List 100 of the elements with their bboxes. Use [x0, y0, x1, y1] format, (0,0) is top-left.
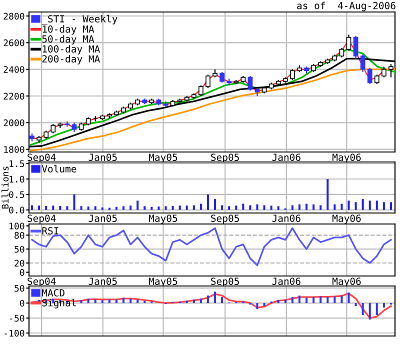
bar — [101, 300, 104, 304]
bar — [186, 300, 188, 304]
bar — [214, 199, 216, 210]
bar — [80, 300, 82, 304]
legend-label: 200-day MA — [42, 55, 100, 64]
bar — [362, 199, 364, 210]
x-tick-label: Jan05 — [88, 214, 117, 222]
legend-label: _STI - Weekly — [42, 14, 118, 25]
bar — [87, 298, 90, 304]
bar — [94, 206, 96, 210]
bar — [200, 204, 202, 210]
y-tick-label: 2000 — [4, 119, 24, 126]
bar — [66, 206, 68, 210]
bar — [263, 205, 266, 210]
y-tick-label: 0.0 — [9, 206, 24, 214]
bar — [150, 206, 153, 210]
bar — [144, 300, 146, 304]
bar — [144, 206, 146, 210]
bar — [326, 179, 329, 210]
bar — [312, 204, 315, 210]
bar — [200, 298, 202, 304]
bar — [354, 303, 357, 306]
legend-label: RSI — [42, 227, 58, 234]
x-tick-label: Sep05 — [211, 278, 239, 287]
bar — [348, 292, 350, 304]
bar — [115, 206, 118, 210]
bar — [390, 202, 392, 210]
bar — [326, 297, 329, 304]
x-tick-label: Sep05 — [211, 154, 239, 163]
bar — [368, 200, 371, 210]
y-tick-label: 80 — [14, 232, 24, 239]
x-tick-label: Jan05 — [88, 278, 117, 285]
y-tick-label: -100 — [4, 330, 24, 337]
y-tick-label: 1.5 — [10, 160, 24, 168]
bar — [298, 296, 300, 304]
x-tick-label: May05 — [149, 278, 178, 287]
bar — [130, 206, 132, 210]
y-tick-label: 50 — [14, 246, 24, 253]
bar — [136, 299, 139, 304]
x-tick-label: May05 — [149, 214, 178, 224]
legend-label: 50-day MA — [42, 35, 94, 45]
candlestick — [360, 54, 366, 73]
bar — [340, 204, 343, 210]
y-tick-label: 0.5 — [9, 191, 24, 198]
y-tick-label: 2600 — [4, 39, 24, 46]
bar — [221, 205, 224, 210]
legend-label: 10-day MA — [42, 25, 94, 35]
bar — [206, 194, 209, 210]
x-tick-label: Sep04 — [28, 278, 56, 287]
candlestick — [198, 84, 204, 97]
bar — [31, 205, 34, 210]
bar — [192, 205, 195, 210]
bar — [277, 206, 280, 210]
x-tick-label: May05 — [149, 154, 178, 163]
candlestick — [220, 71, 224, 84]
bar — [291, 297, 294, 304]
x-tick-label: Sep04 — [28, 154, 56, 163]
bar — [158, 206, 160, 210]
bar — [178, 206, 181, 210]
bar — [249, 205, 252, 210]
bar — [306, 204, 308, 210]
line-series — [31, 227, 392, 266]
candlestick — [290, 68, 295, 81]
bar — [284, 299, 286, 304]
bar — [186, 206, 188, 210]
x-tick-label: Jan06 — [272, 154, 300, 161]
bar — [115, 299, 118, 304]
bar — [214, 292, 216, 304]
y-tick-label: 2400 — [4, 66, 24, 73]
candlestick — [339, 47, 344, 58]
y-tick-label: 2800 — [4, 12, 24, 20]
legend-label: Signal — [42, 298, 76, 308]
legend-label: MACD — [42, 289, 64, 296]
bar — [164, 206, 167, 210]
bar — [334, 296, 336, 304]
bar — [348, 200, 350, 210]
y-axis-title: Billions — [2, 166, 9, 209]
bar — [291, 205, 294, 210]
y-tick-label: 0 — [20, 300, 24, 307]
x-tick-label: May06 — [332, 154, 361, 163]
bar — [270, 206, 272, 210]
bar — [172, 206, 174, 210]
bar — [312, 297, 315, 304]
bar — [38, 206, 40, 210]
bar — [235, 206, 238, 210]
y-tick-label: 50 — [14, 284, 24, 292]
y-tick-label: 2200 — [4, 92, 24, 100]
bar — [73, 194, 76, 210]
y-tick-label: 1.0 — [10, 176, 24, 183]
bar — [382, 303, 385, 308]
x-tick-label: Sep04 — [28, 214, 56, 224]
bar — [256, 204, 258, 210]
bar — [192, 299, 195, 304]
y-tick-label: 1800 — [4, 146, 24, 153]
bar — [108, 299, 110, 304]
y-tick-label: 0 — [20, 269, 24, 276]
bar — [228, 206, 230, 210]
y-tick-label: 100 — [10, 222, 24, 230]
bar — [340, 296, 343, 304]
legend-label: Volume — [42, 164, 76, 172]
